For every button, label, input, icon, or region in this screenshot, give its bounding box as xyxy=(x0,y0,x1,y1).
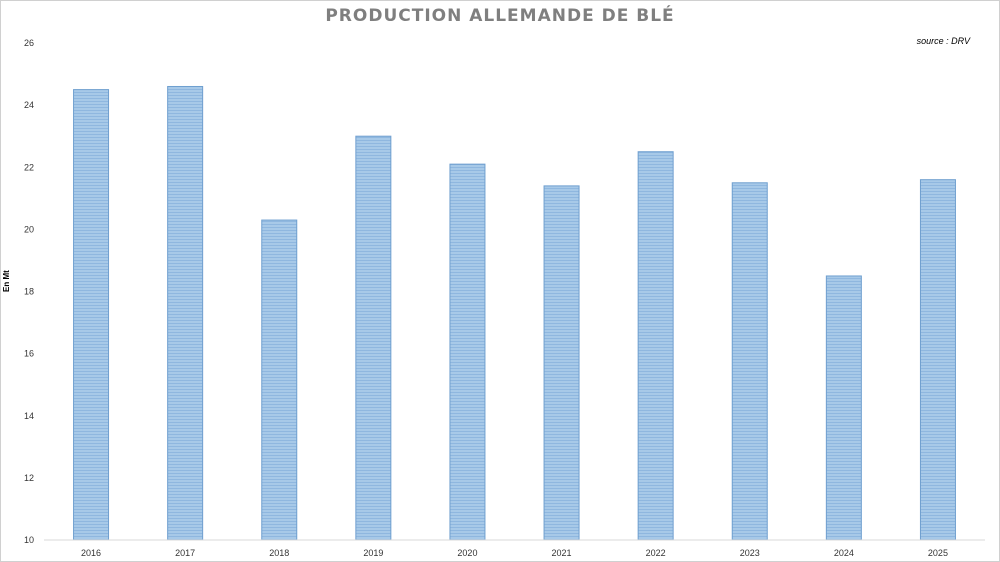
x-tick-label: 2025 xyxy=(928,548,948,558)
y-tick-label: 16 xyxy=(24,349,34,359)
x-tick-label: 2020 xyxy=(457,548,477,558)
x-tick-label: 2021 xyxy=(552,548,572,558)
bar-2017 xyxy=(167,85,204,541)
y-axis-ticks: 10 12 14 16 18 20 22 24 26 xyxy=(24,38,34,545)
x-tick-label: 2016 xyxy=(81,548,101,558)
y-tick-label: 22 xyxy=(24,162,34,172)
x-tick-label: 2019 xyxy=(363,548,383,558)
x-tick-label: 2018 xyxy=(269,548,289,558)
x-tick-label: 2024 xyxy=(834,548,854,558)
chart-source-note: source : DRV xyxy=(916,36,970,46)
bar-2018 xyxy=(261,219,298,541)
bar-2024 xyxy=(825,275,862,541)
bar-2023 xyxy=(731,182,768,541)
bar-2025 xyxy=(919,179,956,541)
x-tick-label: 2022 xyxy=(646,548,666,558)
y-tick-label: 26 xyxy=(24,38,34,48)
y-tick-label: 10 xyxy=(24,535,34,545)
bar-2021 xyxy=(543,185,580,541)
x-axis-ticks: 2016 2017 2018 2019 2020 2021 2022 2023 2024 2025 xyxy=(81,548,948,558)
bar-2020 xyxy=(449,163,486,541)
bar-series xyxy=(73,85,956,541)
bar-2022 xyxy=(637,151,674,541)
x-tick-label: 2017 xyxy=(175,548,195,558)
bar-2016 xyxy=(73,89,110,541)
y-tick-label: 18 xyxy=(24,287,34,297)
x-tick-label: 2023 xyxy=(740,548,760,558)
bar-2019 xyxy=(355,135,392,541)
chart-title: PRODUCTION ALLEMANDE DE BLÉ xyxy=(325,6,675,26)
y-tick-label: 24 xyxy=(24,100,34,110)
y-tick-label: 20 xyxy=(24,224,34,234)
y-tick-label: 14 xyxy=(24,411,34,421)
y-tick-label: 12 xyxy=(24,473,34,483)
